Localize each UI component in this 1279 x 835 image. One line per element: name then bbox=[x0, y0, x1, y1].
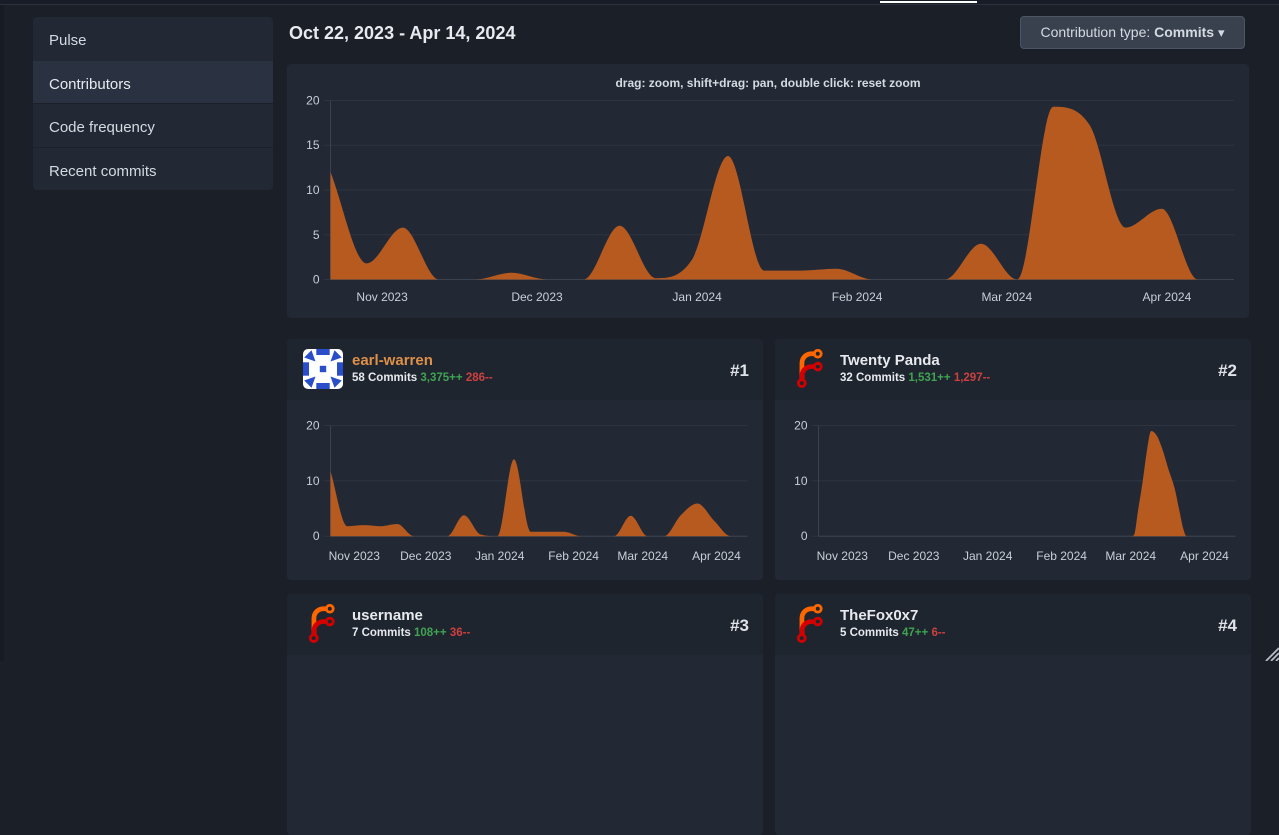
svg-text:Feb 2024: Feb 2024 bbox=[1036, 549, 1087, 563]
svg-text:Jan 2024: Jan 2024 bbox=[475, 549, 525, 563]
svg-text:Mar 2024: Mar 2024 bbox=[981, 290, 1032, 304]
svg-text:Feb 2024: Feb 2024 bbox=[832, 290, 883, 304]
svg-text:20: 20 bbox=[306, 419, 320, 433]
svg-text:0: 0 bbox=[313, 529, 320, 543]
svg-text:10: 10 bbox=[306, 183, 320, 197]
svg-text:10: 10 bbox=[794, 474, 808, 488]
svg-text:Nov 2023: Nov 2023 bbox=[817, 549, 869, 563]
svg-text:Dec 2023: Dec 2023 bbox=[400, 549, 452, 563]
svg-text:5: 5 bbox=[313, 228, 320, 242]
svg-text:Jan 2024: Jan 2024 bbox=[963, 549, 1013, 563]
svg-text:Apr 2024: Apr 2024 bbox=[692, 549, 741, 563]
svg-text:Nov 2023: Nov 2023 bbox=[329, 549, 381, 563]
svg-text:Apr 2024: Apr 2024 bbox=[1143, 290, 1192, 304]
svg-text:Jan 2024: Jan 2024 bbox=[672, 290, 722, 304]
svg-text:drag: zoom, shift+drag: pan, d: drag: zoom, shift+drag: pan, double clic… bbox=[615, 76, 920, 90]
svg-text:Nov 2023: Nov 2023 bbox=[356, 290, 408, 304]
svg-text:10: 10 bbox=[306, 474, 320, 488]
svg-text:Dec 2023: Dec 2023 bbox=[511, 290, 563, 304]
svg-text:Mar 2024: Mar 2024 bbox=[617, 549, 668, 563]
svg-text:20: 20 bbox=[794, 419, 808, 433]
svg-text:Mar 2024: Mar 2024 bbox=[1105, 549, 1156, 563]
svg-text:Feb 2024: Feb 2024 bbox=[548, 549, 599, 563]
svg-text:Apr 2024: Apr 2024 bbox=[1180, 549, 1229, 563]
svg-text:0: 0 bbox=[313, 273, 320, 287]
svg-text:20: 20 bbox=[306, 94, 320, 108]
svg-text:Dec 2023: Dec 2023 bbox=[888, 549, 940, 563]
svg-text:15: 15 bbox=[306, 138, 320, 152]
svg-text:0: 0 bbox=[801, 529, 808, 543]
